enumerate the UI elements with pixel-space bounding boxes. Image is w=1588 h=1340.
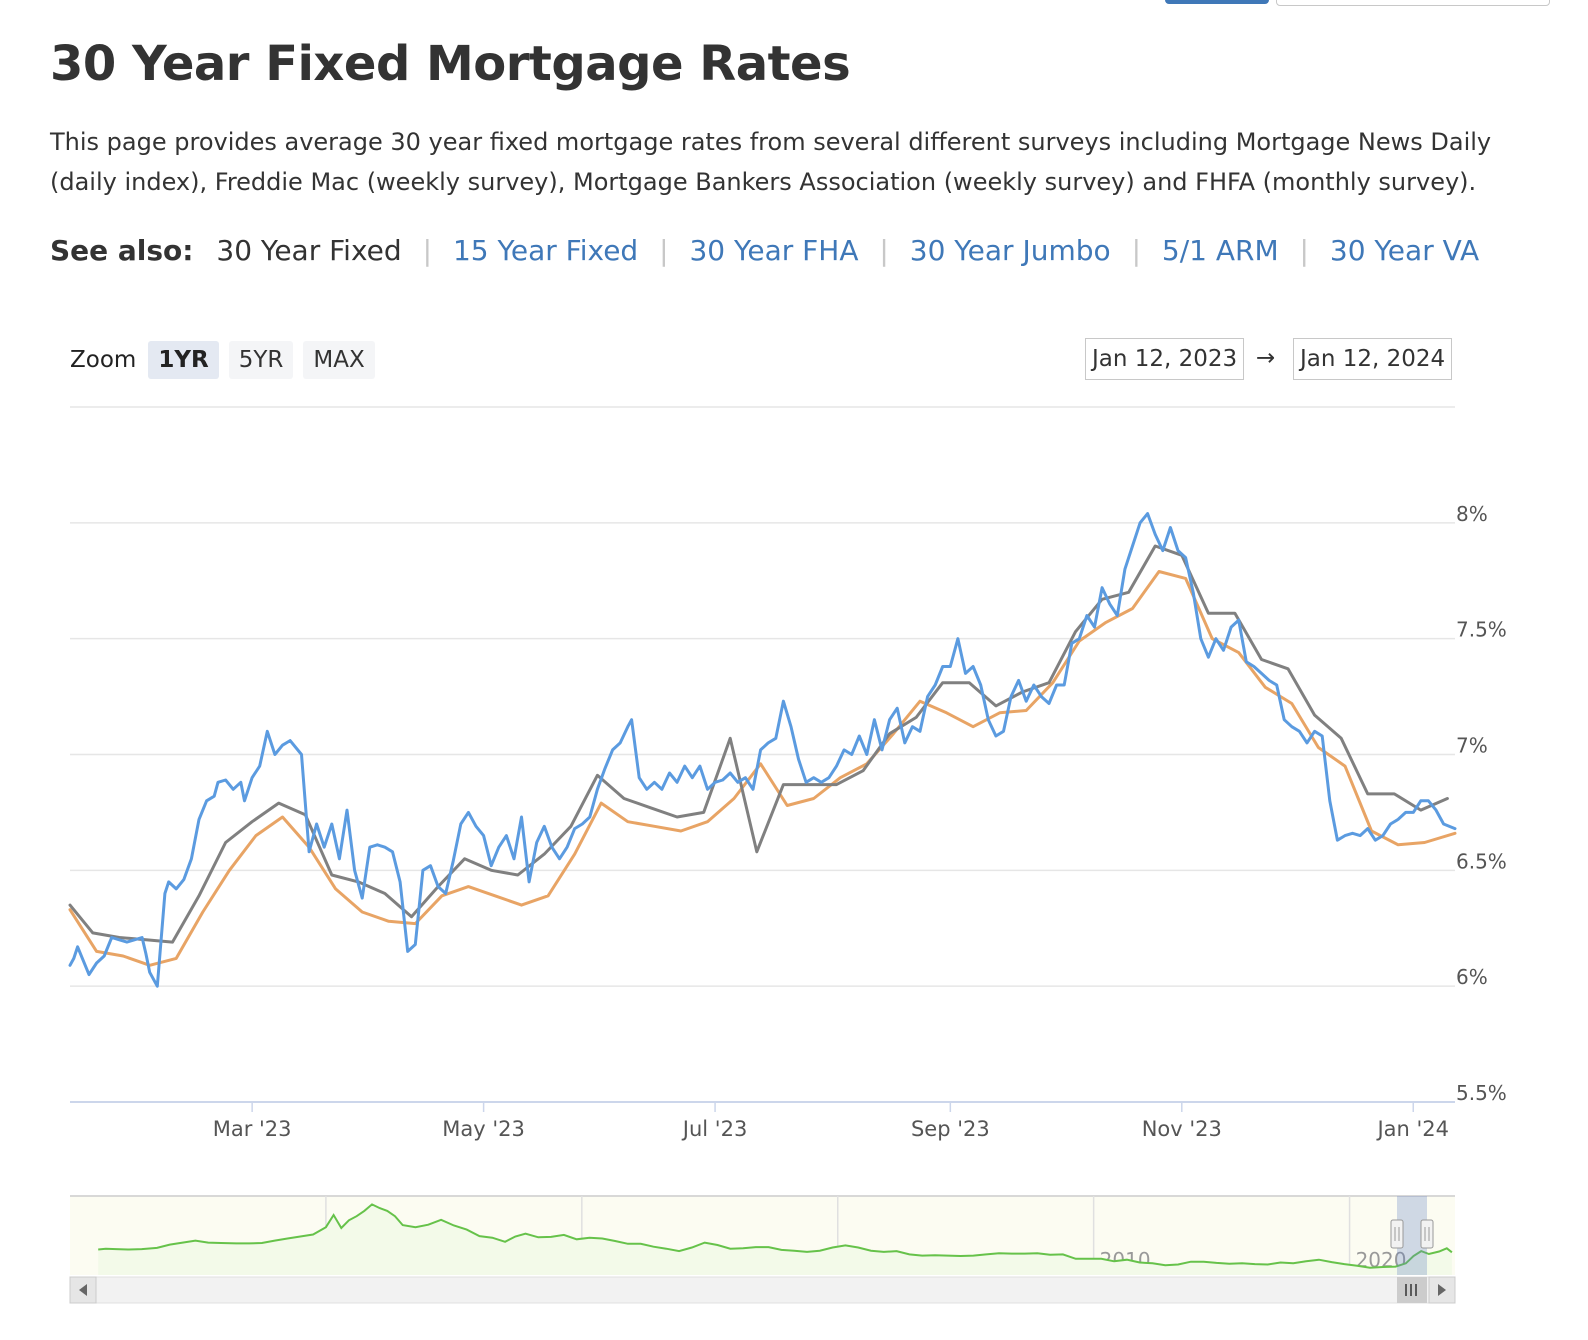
y-tick-label: 7.5%	[1456, 618, 1507, 642]
x-tick-label: Sep '23	[911, 1117, 990, 1141]
series-line-weekly-a	[68, 570, 1457, 967]
see-also-item-30-year-fixed: 30 Year Fixed	[216, 234, 402, 267]
page-title: 30 Year Fixed Mortgage Rates	[50, 36, 851, 92]
range-arrow-icon: →	[1256, 345, 1276, 371]
see-also-link-15-year-fixed[interactable]: 15 Year Fixed	[452, 234, 639, 267]
series-line-weekly-b	[68, 544, 1449, 944]
page-intro: This page provides average 30 year fixed…	[50, 128, 1492, 196]
zoom-controls: Zoom 1YR 5YR MAX	[70, 340, 385, 380]
y-tick-label: 6.5%	[1456, 849, 1507, 873]
series-line-daily	[68, 512, 1457, 988]
y-tick-label: 6%	[1456, 965, 1488, 989]
chevron-right-icon	[1438, 1284, 1446, 1296]
x-tick-label: Mar '23	[213, 1117, 292, 1141]
x-tick-label: May '23	[442, 1117, 525, 1141]
see-also-link-30-year-va[interactable]: 30 Year VA	[1329, 234, 1480, 267]
see-also-link-30-year-fha[interactable]: 30 Year FHA	[689, 234, 859, 267]
see-also-label: See also:	[50, 234, 194, 267]
see-also-nav: See also: 30 Year Fixed | 15 Year Fixed …	[50, 234, 1479, 267]
separator: |	[1131, 234, 1141, 267]
scrollbar-left-button[interactable]	[69, 1276, 97, 1304]
navigator-handle-right[interactable]	[1420, 1219, 1434, 1249]
separator: |	[879, 234, 889, 267]
navigator-handle-left[interactable]	[1390, 1219, 1404, 1249]
separator: |	[1299, 234, 1309, 267]
zoom-label: Zoom	[70, 347, 137, 373]
y-tick-label: 5.5%	[1456, 1081, 1507, 1105]
header-search-box[interactable]	[1276, 0, 1550, 6]
separator: |	[422, 234, 433, 267]
see-also-link-5-1-arm[interactable]: 5/1 ARM	[1161, 234, 1279, 267]
scrollbar-right-button[interactable]	[1428, 1276, 1456, 1304]
see-also-link-30-year-jumbo[interactable]: 30 Year Jumbo	[909, 234, 1111, 267]
y-tick-label: 8%	[1456, 502, 1488, 526]
scrollbar-track[interactable]	[69, 1276, 1456, 1304]
range-to-input[interactable]: Jan 12, 2024	[1293, 338, 1453, 380]
zoom-1yr-button[interactable]: 1YR	[148, 341, 219, 379]
scrollbar-thumb[interactable]	[1397, 1277, 1427, 1303]
navigator-line	[98, 1203, 1453, 1269]
header-primary-button[interactable]	[1165, 0, 1269, 4]
zoom-max-button[interactable]: MAX	[303, 341, 375, 379]
x-tick-label: Jan '24	[1375, 1117, 1449, 1141]
y-tick-label: 7%	[1456, 734, 1488, 758]
zoom-5yr-button[interactable]: 5YR	[228, 341, 294, 379]
range-from-input[interactable]: Jan 12, 2023	[1085, 338, 1245, 380]
x-tick-label: Nov '23	[1142, 1117, 1222, 1141]
chevron-left-icon	[79, 1284, 87, 1296]
x-tick-label: Jul '23	[681, 1117, 748, 1141]
separator: |	[659, 234, 669, 267]
